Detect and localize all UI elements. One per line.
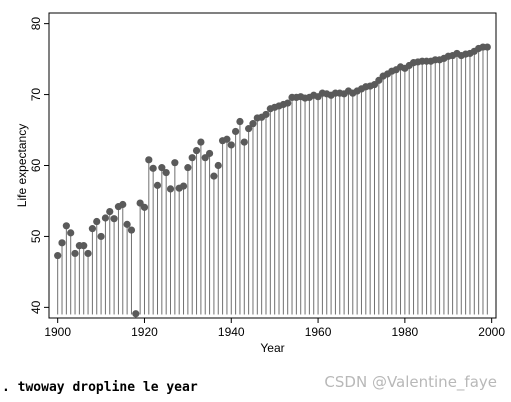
data-point <box>132 310 140 318</box>
data-point <box>54 251 62 260</box>
y-axis-title: Life expectancy <box>15 124 29 207</box>
data-point <box>67 229 75 237</box>
data-point <box>188 154 196 162</box>
data-point <box>166 185 175 193</box>
x-tick-label: 1960 <box>305 325 332 339</box>
data-point <box>106 208 114 216</box>
data-point <box>127 226 136 234</box>
data-point <box>84 249 92 258</box>
y-tick-label: 70 <box>29 88 43 102</box>
data-point <box>483 43 491 51</box>
x-tick-label: 2000 <box>478 325 505 339</box>
data-point <box>179 182 188 190</box>
watermark: CSDN @Valentine_faye <box>324 373 497 391</box>
data-point <box>119 200 127 209</box>
data-point <box>240 138 248 146</box>
data-point <box>184 164 192 172</box>
y-tick-label: 60 <box>29 159 43 173</box>
y-axis-ticks: 40 50 60 70 80 <box>29 17 49 314</box>
data-point <box>171 159 179 167</box>
x-axis-title: Year <box>260 341 284 355</box>
data-point <box>245 125 253 133</box>
data-point <box>93 217 101 226</box>
x-tick-label: 1980 <box>392 325 419 339</box>
data-point <box>284 99 292 107</box>
data-point <box>62 222 70 230</box>
data-point <box>205 149 214 158</box>
command-output: . twoway dropline le year CSDN @Valentin… <box>0 372 511 402</box>
graph-window: 1900 1920 1940 1960 1980 2000 40 50 60 70 80 Year… <box>0 0 511 372</box>
data-point <box>262 110 270 119</box>
data-point <box>210 172 218 180</box>
command-text: . twoway dropline le year <box>2 380 198 395</box>
y-tick-label: 40 <box>29 300 43 314</box>
data-point <box>197 138 205 146</box>
data-point <box>97 232 105 241</box>
data-point <box>145 156 153 164</box>
y-tick-label: 80 <box>29 17 43 31</box>
data-point <box>101 214 110 222</box>
dropline-chart: 1900 1920 1940 1960 1980 2000 40 50 60 70 80 Year… <box>0 0 511 372</box>
droplines <box>57 47 488 315</box>
y-tick-label: 50 <box>29 229 43 243</box>
data-point <box>153 181 162 189</box>
markers <box>54 43 491 318</box>
data-point <box>88 225 96 233</box>
x-axis-ticks: 1900 1920 1940 1960 1980 2000 <box>44 318 505 339</box>
data-point <box>223 135 231 143</box>
x-tick-label: 1900 <box>44 325 71 339</box>
data-point <box>236 117 244 126</box>
data-point <box>123 220 131 228</box>
data-point <box>80 242 88 250</box>
data-point <box>58 239 66 247</box>
x-tick-label: 1940 <box>218 325 245 339</box>
data-point <box>227 141 235 149</box>
data-point <box>71 249 79 258</box>
data-point <box>192 147 201 155</box>
data-point <box>162 168 170 177</box>
data-point <box>158 164 166 172</box>
data-point <box>249 120 257 128</box>
data-point <box>140 203 149 211</box>
x-tick-label: 1920 <box>131 325 158 339</box>
data-point <box>149 164 157 172</box>
data-point <box>232 127 240 136</box>
data-point <box>214 161 222 170</box>
data-point <box>110 215 118 223</box>
